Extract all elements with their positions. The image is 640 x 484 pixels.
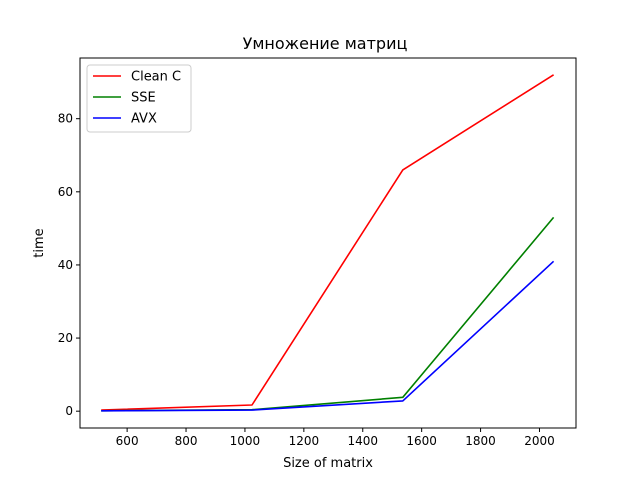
x-tick-label: 800 xyxy=(175,434,198,448)
legend-label-avx: AVX xyxy=(131,112,157,127)
x-tick-label: 1400 xyxy=(347,434,378,448)
x-tick-label: 1800 xyxy=(465,434,496,448)
y-tick-label: 60 xyxy=(58,185,73,199)
y-tick-label: 80 xyxy=(58,112,73,126)
legend-box xyxy=(86,64,192,133)
series-line-clean-c xyxy=(101,74,555,411)
plot-area-frame xyxy=(79,57,577,429)
x-tick-label: 1600 xyxy=(406,434,437,448)
chart-title: Умножение матриц xyxy=(243,34,408,53)
y-axis-label: time xyxy=(32,228,47,257)
y-tick-label: 40 xyxy=(58,258,73,272)
x-tick-label: 600 xyxy=(116,434,139,448)
x-tick-label: 1200 xyxy=(289,434,320,448)
series-line-avx xyxy=(101,260,555,412)
x-tick-label: 2000 xyxy=(524,434,555,448)
x-axis-label: Size of matrix xyxy=(283,456,373,471)
series-lines xyxy=(101,74,555,412)
legend: Clean C SSE AVX xyxy=(86,64,192,133)
legend-label-sse: SSE xyxy=(131,91,156,106)
x-tick-label: 1000 xyxy=(230,434,261,448)
y-tick-label: 20 xyxy=(58,331,73,345)
y-tick-label: 0 xyxy=(65,404,73,418)
legend-label-clean-c: Clean C xyxy=(131,70,181,85)
axis-ticks: 600 800 1000 1200 1400 1600 1800 2000 0 20 40 60 80 xyxy=(58,112,555,448)
